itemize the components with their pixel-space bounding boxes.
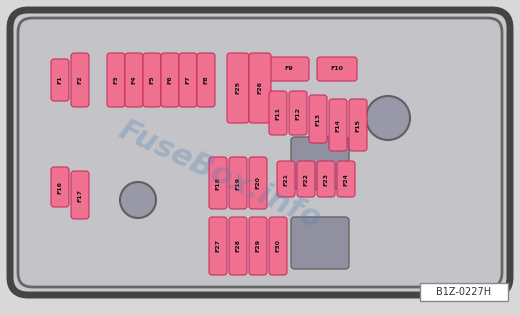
Text: F8: F8: [203, 76, 209, 84]
FancyBboxPatch shape: [143, 53, 161, 107]
Text: F15: F15: [356, 118, 360, 131]
Text: F4: F4: [132, 76, 136, 84]
FancyBboxPatch shape: [249, 157, 267, 209]
FancyBboxPatch shape: [71, 53, 89, 107]
Text: F1: F1: [58, 76, 62, 84]
FancyBboxPatch shape: [209, 157, 227, 209]
Text: F30: F30: [276, 240, 280, 252]
Circle shape: [120, 182, 156, 218]
FancyBboxPatch shape: [317, 57, 357, 81]
FancyBboxPatch shape: [51, 167, 69, 207]
FancyBboxPatch shape: [309, 95, 327, 143]
Text: F12: F12: [295, 106, 301, 119]
FancyBboxPatch shape: [277, 161, 295, 197]
FancyBboxPatch shape: [317, 161, 335, 197]
Text: F6: F6: [167, 76, 173, 84]
FancyBboxPatch shape: [329, 99, 347, 151]
Text: F23: F23: [323, 173, 329, 186]
Text: F24: F24: [344, 173, 348, 186]
FancyBboxPatch shape: [337, 161, 355, 197]
FancyBboxPatch shape: [227, 53, 249, 123]
Text: F7: F7: [186, 76, 190, 84]
FancyBboxPatch shape: [269, 57, 309, 81]
Text: F14: F14: [335, 118, 341, 131]
FancyBboxPatch shape: [10, 10, 510, 295]
Text: F5: F5: [150, 76, 154, 84]
Text: F22: F22: [304, 173, 308, 186]
FancyBboxPatch shape: [229, 157, 247, 209]
FancyBboxPatch shape: [18, 18, 502, 287]
Text: F10: F10: [331, 66, 343, 72]
Circle shape: [366, 96, 410, 140]
FancyBboxPatch shape: [249, 53, 271, 123]
Text: F9: F9: [284, 66, 293, 72]
Text: F26: F26: [257, 82, 263, 94]
FancyBboxPatch shape: [297, 161, 315, 197]
FancyBboxPatch shape: [269, 91, 287, 135]
Text: F29: F29: [255, 239, 261, 253]
Text: F19: F19: [236, 176, 240, 190]
FancyBboxPatch shape: [125, 53, 143, 107]
FancyBboxPatch shape: [291, 137, 349, 189]
FancyBboxPatch shape: [249, 217, 267, 275]
Text: B1Z-0227H: B1Z-0227H: [436, 287, 491, 297]
FancyBboxPatch shape: [289, 91, 307, 135]
FancyBboxPatch shape: [420, 283, 508, 301]
Text: F20: F20: [255, 177, 261, 189]
FancyBboxPatch shape: [269, 217, 287, 275]
FancyBboxPatch shape: [291, 217, 349, 269]
FancyBboxPatch shape: [107, 53, 125, 107]
Text: F16: F16: [58, 180, 62, 193]
Text: F13: F13: [316, 112, 320, 125]
Text: F2: F2: [77, 76, 83, 84]
FancyBboxPatch shape: [71, 171, 89, 219]
Text: F18: F18: [215, 176, 220, 190]
FancyBboxPatch shape: [229, 217, 247, 275]
FancyBboxPatch shape: [209, 217, 227, 275]
Text: F17: F17: [77, 188, 83, 202]
FancyBboxPatch shape: [51, 59, 69, 101]
Text: F27: F27: [215, 239, 220, 253]
Text: F25: F25: [236, 82, 240, 94]
Text: F3: F3: [113, 76, 119, 84]
FancyBboxPatch shape: [161, 53, 179, 107]
FancyBboxPatch shape: [197, 53, 215, 107]
Text: F28: F28: [236, 239, 240, 253]
Text: F21: F21: [283, 173, 289, 186]
Text: F11: F11: [276, 106, 280, 119]
FancyBboxPatch shape: [349, 99, 367, 151]
FancyBboxPatch shape: [179, 53, 197, 107]
Text: FuseBox.info: FuseBox.info: [114, 115, 326, 235]
